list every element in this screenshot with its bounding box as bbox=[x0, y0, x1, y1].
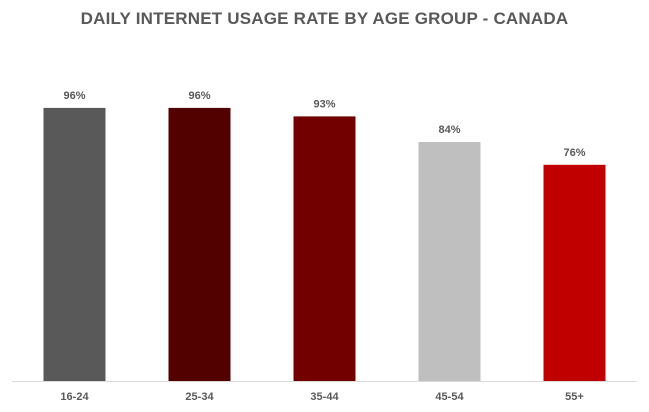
x-tick-label-25-34: 25-34 bbox=[185, 391, 214, 403]
data-label-35-44: 93% bbox=[313, 98, 335, 110]
data-label-16-24: 96% bbox=[63, 90, 85, 102]
x-tick-label-35-44: 35-44 bbox=[310, 391, 339, 403]
data-label-25-34: 96% bbox=[188, 90, 210, 102]
data-label-55+: 76% bbox=[563, 147, 585, 159]
data-label-45-54: 84% bbox=[438, 124, 460, 136]
bar-55+ bbox=[543, 164, 606, 381]
x-tick-label-45-54: 45-54 bbox=[435, 391, 464, 403]
x-tick-label-16-24: 16-24 bbox=[60, 391, 89, 403]
x-tick-label-55+: 55+ bbox=[565, 391, 584, 403]
bar-45-54 bbox=[418, 142, 481, 381]
bar-35-44 bbox=[293, 116, 356, 382]
bar-25-34 bbox=[168, 107, 231, 382]
bar-16-24 bbox=[43, 107, 106, 382]
chart-title: DAILY INTERNET USAGE RATE BY AGE GROUP -… bbox=[80, 9, 569, 28]
